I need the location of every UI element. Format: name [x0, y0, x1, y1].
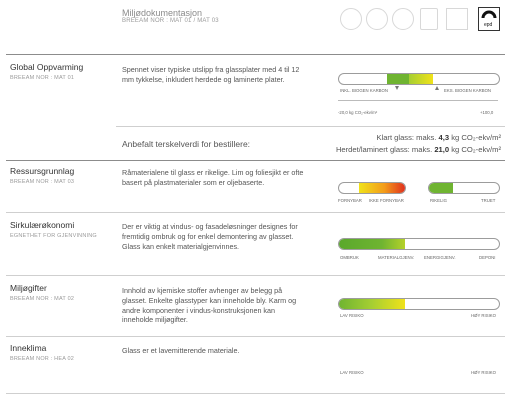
scale-label: IKKE FORNYBAR [369, 198, 404, 203]
certification-logo-icon [340, 8, 362, 30]
axis-max-label: +100,0 [480, 110, 494, 115]
section-text: Glass er et lavemitterende materiale. [122, 346, 240, 355]
epd-logo-label: epd [484, 22, 493, 28]
renewable-scale-bar [338, 182, 406, 194]
scale-label: HØY RISIKO [471, 313, 496, 318]
section-title: Inneklima [10, 343, 47, 353]
section-title: Ressursgrunnlag [10, 166, 75, 176]
axis-min-label: -20,0 kg CO₂-ekv/m² [338, 110, 378, 115]
section-text: Spennet viser typiske utslipp fra glassp… [122, 65, 300, 84]
recommendation-text: Anbefalt terskelverdi for bestillere: [122, 139, 251, 149]
scale-label: RIKELIG [430, 198, 447, 203]
section-code: EGNETHET FOR GJENVINNING [10, 233, 97, 239]
section-code: BREEAM NOR : HEA 02 [10, 356, 75, 362]
limit-clear-glass: Klart glass: maks. 4,3 kg CO₂-ekv/m² [376, 133, 501, 142]
section-text: Der er viktig at vindus- og fasadeløsnin… [122, 222, 298, 251]
scale-label: ENERGIGJENV. [424, 255, 456, 260]
scale-label: LAV RISIKO [340, 313, 364, 318]
section-title: Sirkulærøkonomi [10, 220, 75, 230]
abundance-scale-bar [428, 182, 500, 194]
certification-logo-icon [366, 8, 388, 30]
ecolabel-logo-icon [446, 8, 468, 30]
scale-label: OMBRUK [340, 255, 359, 260]
fsc-logo-icon [420, 8, 438, 30]
scale-label: LAV RISIKO [340, 370, 364, 375]
divider [6, 160, 505, 161]
scale-label: HØY RISIKO [471, 370, 496, 375]
section-title: Miljøgifter [10, 283, 47, 293]
marker-up-icon [435, 86, 439, 90]
scale-label: DEPONI [479, 255, 496, 260]
marker-down-icon [395, 86, 399, 90]
scale-label: EKS. BIOGEN KARBON [444, 88, 492, 93]
section-title: Global Oppvarming [10, 62, 84, 72]
epd-logo-icon: epd [478, 7, 500, 31]
gwp-scale-bar [338, 73, 500, 85]
section-code: BREEAM NOR : MAT 01 [10, 75, 75, 81]
page-subtitle: BREEAM NOR : MAT 01 / MAT 03 [122, 18, 219, 24]
axis-line [338, 100, 498, 101]
scale-label: MATERIALGJENV. [378, 255, 415, 260]
circularity-scale-bar [338, 238, 500, 250]
divider [116, 126, 505, 127]
section-code: BREEAM NOR : MAT 02 [10, 296, 75, 302]
toxin-risk-scale-bar [338, 298, 500, 310]
divider [6, 336, 505, 337]
recycling-logo-icon [392, 8, 414, 30]
divider [6, 275, 505, 276]
scale-label: FORNYBAR [338, 198, 362, 203]
divider [6, 54, 505, 55]
divider [6, 212, 505, 213]
section-code: BREEAM NOR : MAT 03 [10, 179, 75, 185]
page-title: Miljødokumentasjon [122, 8, 203, 18]
section-text: Råmaterialene til glass er rikelige. Lim… [122, 168, 304, 187]
scale-label: TRUET [481, 198, 496, 203]
limit-tempered-glass: Herdet/laminert glass: maks. 21,0 kg CO₂… [335, 145, 501, 154]
divider [6, 393, 505, 394]
scale-label: INKL. BIOGEN KARBON [340, 88, 388, 93]
section-text: Innhold av kjemiske stoffer avhenger av … [122, 286, 297, 325]
